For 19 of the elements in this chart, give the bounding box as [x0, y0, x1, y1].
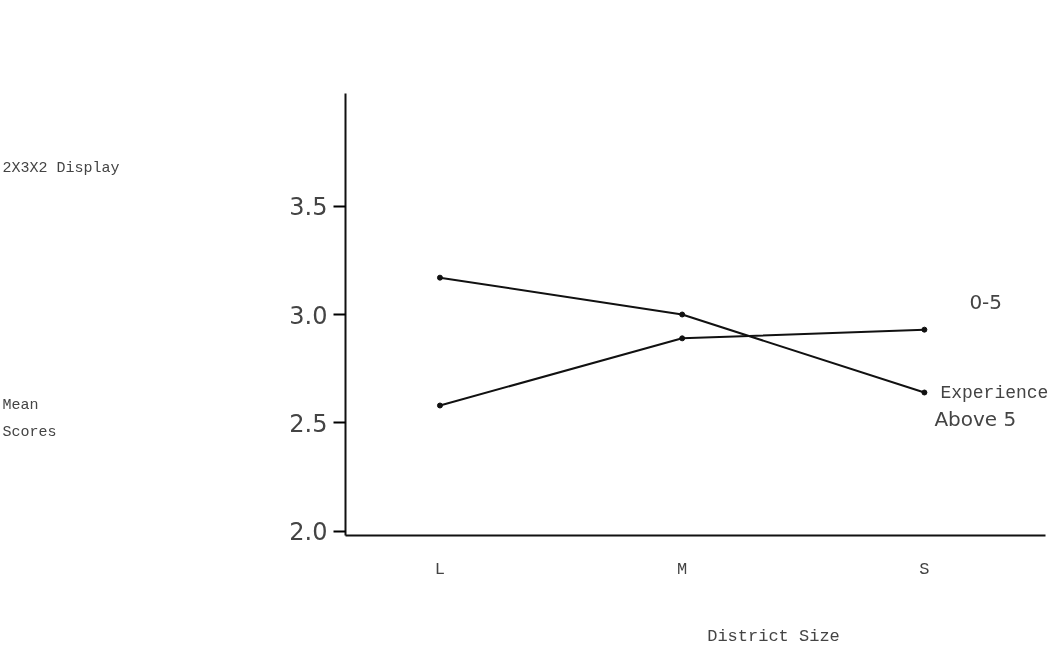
x-axis-title: District Size [707, 627, 840, 646]
text: Mean Scores [2, 396, 57, 441]
point [679, 335, 686, 342]
point [921, 389, 928, 396]
x-tick-label: M [677, 559, 688, 579]
y-tick-label: 3.5 [289, 193, 328, 222]
point [679, 311, 686, 318]
x-tick-label: L [434, 559, 446, 579]
point [436, 274, 443, 281]
legend-title: Experience [940, 382, 1049, 403]
series-label: Above 5 [934, 406, 1017, 431]
point [436, 402, 443, 409]
y-tick-label: 2.5 [289, 409, 328, 438]
text: 2X3X2 Display [2, 160, 120, 177]
y-tick-label: 3.0 [289, 301, 328, 330]
x-tick-label: S [919, 559, 930, 579]
y-tick-label: 2.0 [289, 518, 328, 547]
point [921, 326, 928, 333]
text: 0-5 [969, 289, 1003, 314]
